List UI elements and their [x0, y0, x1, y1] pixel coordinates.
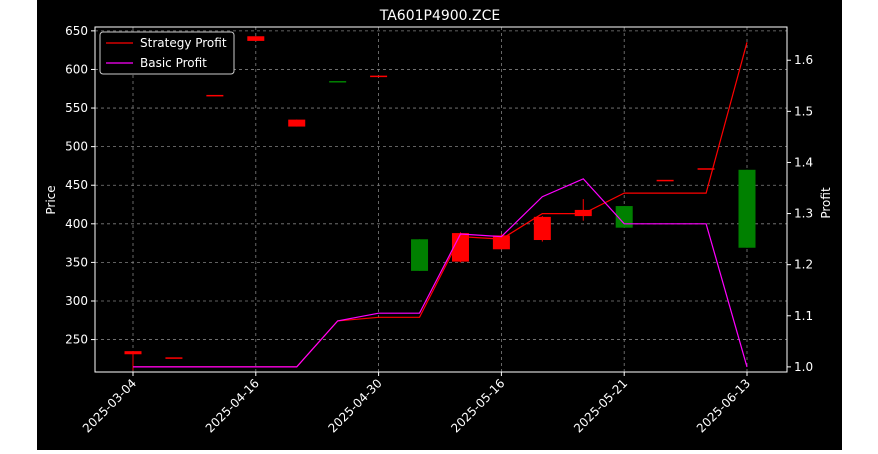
right-axis: 1.0 1.1 1.2 1.3 1.4 1.5 1.6: [787, 53, 813, 374]
candle-body: [329, 81, 347, 83]
candle-body: [451, 233, 469, 262]
grid: [95, 27, 787, 372]
chart-figure: TA601P4900.ZCE 250 300 350 400 450 500 550 600 6…: [37, 0, 842, 450]
y-axis-label-left: Price: [44, 185, 58, 214]
candle-body: [124, 351, 142, 355]
y-axis-label-right: Profit: [819, 187, 833, 219]
candle-body: [370, 75, 388, 78]
right-tick-label: 1.2: [794, 258, 813, 272]
strategy-profit-line: [133, 42, 748, 368]
x-tick-label: 2025-05-21: [571, 376, 630, 435]
left-tick-label: 550: [65, 101, 88, 115]
right-tick-label: 1.3: [794, 207, 813, 221]
candle-body: [206, 94, 224, 97]
x-tick-label: 2025-06-13: [694, 376, 753, 435]
left-tick-label: 250: [65, 333, 88, 347]
chart-title: TA601P4900.ZCE: [379, 8, 501, 24]
x-axis: 2025-03-04 2025-04-16 2025-04-30 2025-05-16…: [80, 372, 753, 435]
left-tick-label: 450: [65, 178, 88, 192]
legend: Strategy Profit Basic Profit: [99, 31, 235, 75]
right-tick-label: 1.4: [794, 155, 813, 169]
right-tick-label: 1.6: [794, 53, 813, 67]
candle-body: [697, 168, 715, 170]
candle-body: [247, 36, 265, 41]
candle-body: [165, 357, 183, 359]
left-tick-label: 650: [65, 24, 88, 38]
candle-body: [738, 169, 756, 248]
right-tick-label: 1.1: [794, 309, 813, 323]
left-tick-label: 600: [65, 62, 88, 76]
candle-body: [492, 235, 510, 250]
x-tick-label: 2025-04-30: [326, 376, 385, 435]
left-tick-label: 400: [65, 217, 88, 231]
left-axis: 250 300 350 400 450 500 550 600 650: [65, 24, 95, 347]
x-tick-label: 2025-03-04: [80, 376, 139, 435]
profit-lines: [133, 42, 748, 368]
legend-strategy-label: Strategy Profit: [140, 36, 227, 50]
candle-body: [656, 179, 674, 182]
left-tick-label: 350: [65, 255, 88, 269]
x-tick-label: 2025-04-16: [203, 376, 262, 435]
x-tick-label: 2025-05-16: [448, 376, 507, 435]
legend-box: [99, 31, 235, 75]
basic-profit-line: [133, 178, 748, 368]
candlestick-profit-chart: TA601P4900.ZCE 250 300 350 400 450 500 550 600 6…: [44, 8, 833, 435]
candle-body: [411, 239, 429, 271]
left-tick-label: 500: [65, 140, 88, 154]
left-tick-label: 300: [65, 294, 88, 308]
candle-body: [288, 119, 306, 127]
candles: [124, 36, 756, 371]
right-tick-label: 1.0: [794, 360, 813, 374]
right-tick-label: 1.5: [794, 104, 813, 118]
plot-frame: [94, 26, 788, 373]
candle-body: [533, 216, 551, 241]
candle-body: [615, 206, 633, 228]
legend-basic-label: Basic Profit: [140, 56, 207, 70]
